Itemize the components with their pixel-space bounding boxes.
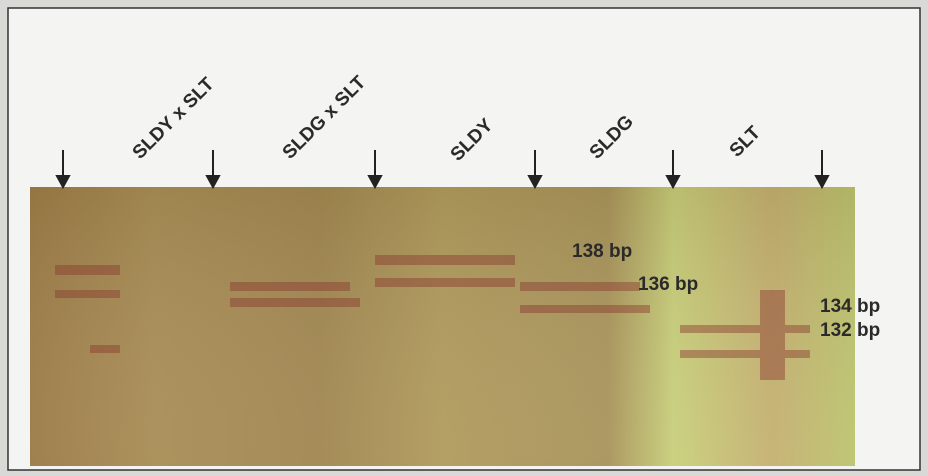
band-label: 136 bp [638, 274, 698, 295]
band-label: 134 bp [820, 296, 880, 317]
page: SLDY x SLT SLDG x SLT SLDY SLDG SLT 138 … [0, 0, 928, 476]
figure: SLDY x SLT SLDG x SLT SLDY SLDG SLT 138 … [0, 0, 928, 476]
band-label: 138 bp [572, 241, 632, 262]
band-label: 132 bp [820, 320, 880, 341]
